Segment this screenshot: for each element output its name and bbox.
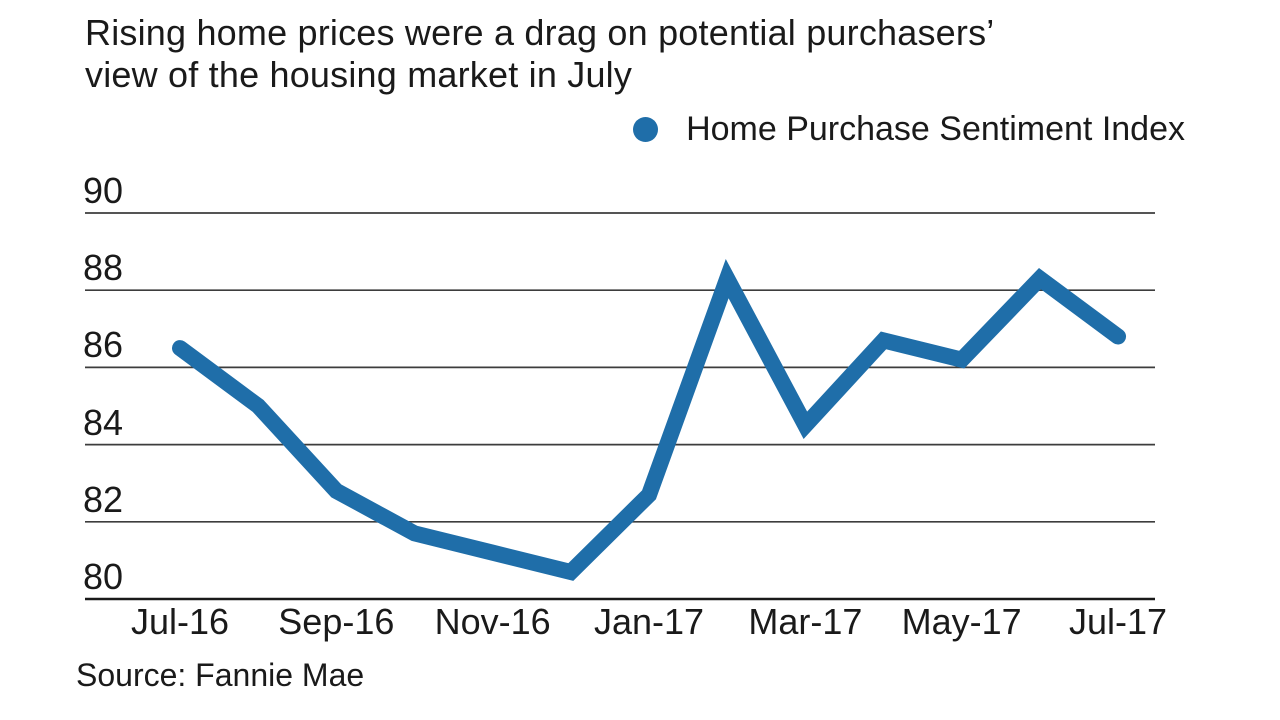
legend: Home Purchase Sentiment Index	[633, 112, 1185, 146]
legend-marker-icon	[633, 116, 659, 142]
legend-label: Home Purchase Sentiment Index	[686, 110, 1185, 148]
y-axis-tick-label: 88	[83, 247, 124, 289]
y-axis-tick-label: 82	[83, 478, 124, 520]
x-axis-tick-label: Jul-17	[1069, 601, 1168, 642]
x-axis-tick-label: Mar-17	[748, 601, 863, 642]
x-axis-tick-label: Jul-16	[130, 601, 230, 642]
hpsi-line-series	[172, 258, 1127, 581]
x-axis-tick-label: Jan-17	[593, 601, 705, 642]
y-axis-tick-label: 90	[83, 170, 124, 211]
y-axis-tick-label: 80	[83, 556, 124, 597]
chart-title: Rising home prices were a drag on potent…	[85, 12, 994, 96]
x-axis-tick-label: Sep-16	[278, 601, 395, 642]
x-axis-tick-label: Nov-16	[434, 601, 551, 642]
y-axis-tick-label: 84	[83, 401, 124, 443]
chart-title-line-2: view of the housing market in July	[85, 54, 633, 95]
y-axis-tick-label: 86	[83, 324, 124, 366]
chart-title-line-1: Rising home prices were a drag on potent…	[85, 12, 995, 53]
source-attribution: Source: Fannie Mae	[76, 657, 365, 693]
x-axis-tick-label: May-17	[901, 601, 1022, 642]
